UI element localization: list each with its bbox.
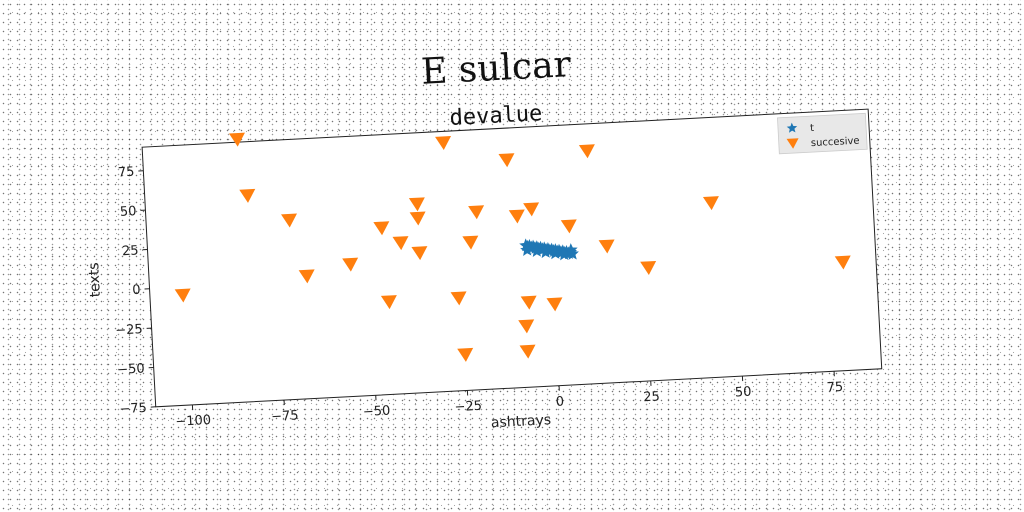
scatter-point-succesive: [560, 219, 577, 234]
scatter-point-succesive: [519, 344, 536, 359]
scatter-point-succesive: [408, 197, 425, 212]
x-tick-label: 25: [643, 389, 660, 405]
scatter-point-succesive: [450, 291, 467, 306]
y-tick-label: 75: [118, 165, 135, 181]
scatter-point-t: [564, 243, 578, 257]
scatter-point-succesive: [518, 319, 535, 334]
chart-axes: devalue −100 −75 −50 −25 0 25 50 75 7550250−25−…: [86, 101, 883, 431]
scatter-point-succesive: [508, 209, 525, 224]
scatter-point-succesive: [435, 136, 452, 151]
scatter-point-t: [529, 244, 544, 258]
legend-box: [777, 112, 868, 155]
scatter-point-succesive: [457, 347, 474, 362]
scatter-point-succesive: [578, 144, 595, 159]
scatter-point-succesive: [380, 295, 397, 310]
scatter-point-succesive: [411, 246, 428, 261]
scatter-point-succesive: [468, 205, 485, 220]
legend: t succesive: [777, 112, 868, 155]
y-axis: 75 50 25 0 −25 −50 −75: [115, 165, 156, 417]
scatter-point-succesive: [834, 255, 851, 270]
scatter-point-succesive: [342, 257, 359, 272]
scatter-point-succesive: [546, 297, 563, 312]
legend-triangle-marker: [786, 138, 799, 149]
y-tick-label: −50: [117, 361, 145, 377]
scatter-point-t: [538, 245, 552, 259]
y-tick-label: −75: [119, 401, 147, 417]
x-tick-label: 75: [826, 380, 843, 396]
x-tick-label: −50: [363, 404, 391, 420]
scatter-point-succesive: [523, 202, 540, 217]
x-tick-label: 50: [735, 385, 752, 401]
x-tick-label: 0: [555, 394, 564, 409]
scatter-point-succesive: [174, 288, 191, 303]
scatter-point-succesive: [228, 132, 245, 147]
series-t: [519, 238, 579, 261]
x-tick-label: −25: [454, 399, 482, 415]
scatter-point-t: [548, 246, 562, 260]
legend-marker-t: [786, 122, 798, 133]
scatter-point-succesive: [409, 211, 426, 226]
figure-suptitle: E sulcar: [420, 44, 572, 93]
scatter-point-succesive: [702, 196, 719, 211]
series-succesive: [174, 132, 851, 362]
scatter-point-succesive: [239, 188, 256, 203]
y-tick-label: 25: [122, 243, 139, 259]
chart-title: devalue: [449, 101, 543, 131]
scatter-point-succesive: [640, 260, 657, 275]
scatter-point-succesive: [462, 235, 479, 250]
y-tick-label: 50: [120, 204, 137, 220]
y-tick-label: −25: [115, 322, 143, 338]
legend-label-succesive: succesive: [811, 136, 860, 150]
x-tick-label: −75: [271, 408, 299, 424]
scatter-point-succesive: [520, 295, 537, 310]
scatter-point-succesive: [281, 213, 298, 228]
x-axis-label: ashtrays: [491, 412, 552, 431]
scatter-point-succesive: [298, 269, 315, 284]
legend-label-t: t: [810, 123, 815, 134]
legend-star-marker: [786, 122, 798, 133]
scatter-point-succesive: [498, 153, 515, 168]
scatter-point-succesive: [373, 221, 390, 236]
legend-marker-succesive: [786, 138, 799, 149]
plot-area: [141, 108, 883, 408]
y-axis-label: texts: [86, 262, 104, 298]
y-tick-label: 0: [132, 283, 141, 298]
scatter-point-t: [557, 247, 571, 261]
scatter-point-succesive: [598, 239, 615, 254]
scatter-point-t: [520, 243, 534, 256]
x-tick-label: −100: [175, 413, 211, 430]
x-axis: −100 −75 −50 −25 0 25 50 75: [175, 371, 844, 430]
scatter-point-succesive: [392, 236, 409, 251]
